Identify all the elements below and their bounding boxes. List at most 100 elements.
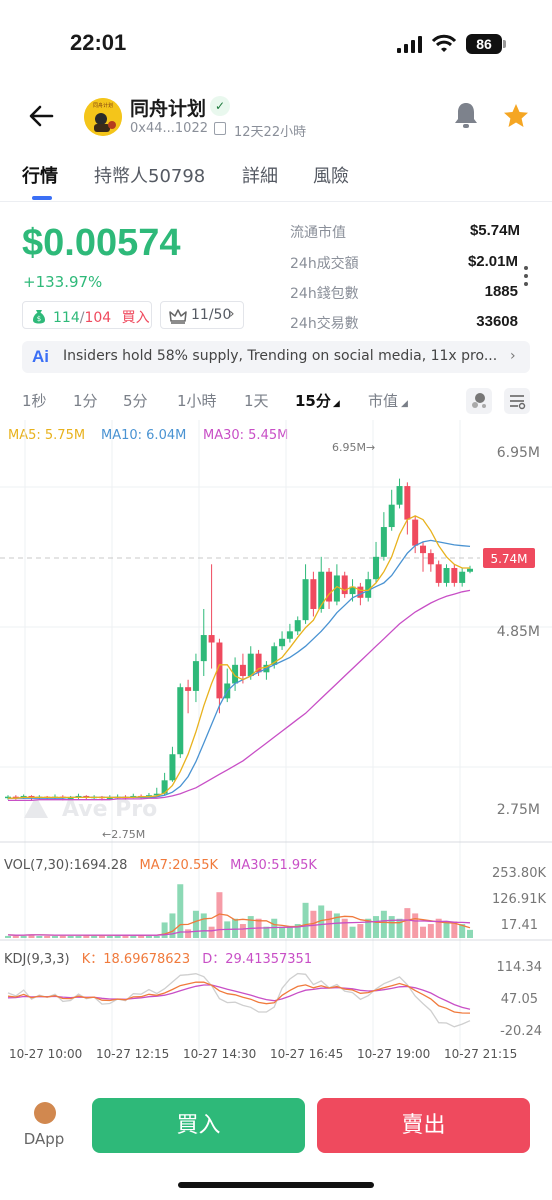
current-price-tag <box>483 548 535 568</box>
tab-market[interactable]: 行情 <box>22 166 58 187</box>
tab-holders[interactable]: 持幣人50798 <box>94 166 206 187</box>
chevron-right-icon: › <box>510 348 516 364</box>
volume-bar <box>435 918 442 938</box>
interval-1m[interactable]: 1分 <box>73 392 98 410</box>
battery-icon: 86 <box>466 34 502 54</box>
kdj-legend-main: KDJ(9,3,3) <box>4 952 70 967</box>
back-arrow-icon[interactable] <box>28 104 54 128</box>
interval-1d[interactable]: 1天 <box>244 392 269 410</box>
volume-bar <box>294 924 301 938</box>
volume-bar <box>208 926 215 938</box>
copy-icon[interactable] <box>214 122 226 135</box>
candle-body <box>365 579 372 598</box>
volume-bar <box>44 936 51 938</box>
ma30-legend: MA30: 5.45M <box>203 428 288 443</box>
candle-body <box>318 571 325 609</box>
active-tab-indicator <box>32 196 52 200</box>
volume-bar <box>286 926 293 938</box>
interval-market-cap[interactable]: 市值 ◢ <box>368 390 408 411</box>
stat-label: 24h錢包數 <box>290 286 359 302</box>
volume-bar <box>232 918 239 938</box>
stat-value: $2.01M <box>467 253 518 270</box>
volume-bar <box>36 935 43 938</box>
chevron-right-icon: › <box>229 306 235 322</box>
candle-body <box>380 527 387 557</box>
tab-risk[interactable]: 風險 <box>313 166 349 187</box>
kdj-j-line <box>7 972 471 1028</box>
volume-bar <box>67 936 74 938</box>
volume-bar <box>169 913 176 938</box>
verified-badge-icon: ✓ <box>210 96 230 116</box>
ma5-legend: MA5: 5.75M <box>8 428 85 443</box>
y-axis-label: 6.95M <box>497 445 540 461</box>
kdj-axis-label: 114.34 <box>497 960 543 975</box>
more-options-icon[interactable] <box>523 265 529 287</box>
candle-body <box>169 754 176 781</box>
interval-1h[interactable]: 1小時 <box>177 392 217 410</box>
tab-details[interactable]: 詳細 <box>242 166 278 187</box>
volume-bar <box>247 916 254 938</box>
volume-bar <box>177 884 184 938</box>
volume-bar <box>51 936 58 938</box>
candle-body <box>192 661 199 691</box>
x-axis-label: 10-27 19:00 <box>357 1047 430 1061</box>
kdj-d-legend: D：29.41357351 <box>202 952 312 967</box>
volume-bar <box>200 913 207 938</box>
candle-body <box>161 780 168 794</box>
candle-body <box>388 504 395 528</box>
candle-body <box>373 556 380 580</box>
candle-body <box>130 795 137 798</box>
volume-bar <box>396 918 403 938</box>
candle-body <box>451 568 458 583</box>
volume-bar <box>59 935 66 938</box>
kdj-axis-label: -20.24 <box>500 1024 542 1039</box>
candle-body <box>145 795 152 797</box>
indicator-icon <box>472 393 486 408</box>
candle-body <box>67 797 74 799</box>
settings-sliders-icon <box>510 395 526 410</box>
volume-bar <box>404 908 411 938</box>
kdj-axis-label: 47.05 <box>501 992 538 1007</box>
svg-text:$: $ <box>37 315 41 323</box>
candles <box>5 478 473 801</box>
indicator-toggle-button[interactable] <box>466 388 492 414</box>
volume-bar <box>161 922 168 938</box>
ma10-line <box>8 539 471 799</box>
buy-sell-count[interactable]: $ 114/104 買入 <box>22 301 152 329</box>
x-axis-label: 10-27 10:00 <box>9 1047 82 1061</box>
interval-1s[interactable]: 1秒 <box>22 392 47 410</box>
volume-bar <box>239 924 246 938</box>
candle-body <box>294 620 301 632</box>
y-axis-label: 4.85M <box>497 624 540 640</box>
chart-settings-button[interactable] <box>504 388 530 414</box>
price-chart[interactable]: MA5: 5.75M MA10: 6.04M MA30: 5.45M Ave P… <box>0 420 552 1070</box>
volume-bar <box>412 913 419 938</box>
count-separator: / <box>79 310 85 326</box>
volume-bar <box>122 936 129 938</box>
stat-label: 流通市值 <box>290 225 346 241</box>
sell-button[interactable]: 賣出 <box>317 1098 530 1153</box>
ai-insight-text: Insiders hold 58% supply, Trending on so… <box>63 348 498 364</box>
buy-button[interactable]: 買入 <box>92 1098 305 1153</box>
ai-insight-banner[interactable]: Ai Insiders hold 58% supply, Trending on… <box>22 341 530 373</box>
volume-legend: VOL(7,30):1694.28 MA7:20.55K MA30:51.95K <box>4 858 317 873</box>
moving-averages <box>8 515 471 802</box>
favorite-star-icon[interactable] <box>502 102 530 130</box>
kdj-k-line <box>7 981 471 1014</box>
stat-value: 33608 <box>476 313 518 330</box>
current-price-tag-label: 5.74M <box>490 552 527 566</box>
dapp-bunny-icon <box>34 1102 56 1124</box>
bell-alert-icon[interactable] <box>452 100 480 130</box>
volume-bar <box>106 936 113 938</box>
candle-body <box>420 545 427 554</box>
money-bag-icon: $ <box>33 310 45 324</box>
interval-5m[interactable]: 5分 <box>123 392 148 410</box>
home-indicator <box>178 1182 374 1188</box>
volume-bar <box>12 936 19 938</box>
volume-bar <box>357 924 364 938</box>
candle-body <box>279 638 286 647</box>
interval-15m[interactable]: 15分 ◢ <box>295 390 340 411</box>
dapp-button[interactable]: DApp <box>22 1102 66 1152</box>
top-holders-pill[interactable]: 11/50 › <box>160 301 244 329</box>
volume-bar <box>91 936 98 938</box>
